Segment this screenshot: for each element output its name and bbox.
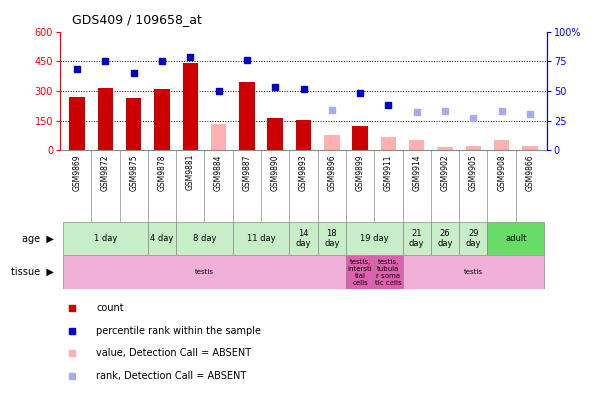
Text: GSM9869: GSM9869 — [73, 154, 82, 190]
Bar — [352, 126, 368, 150]
Bar — [176, 222, 233, 255]
Bar — [403, 255, 544, 289]
Bar — [267, 118, 283, 150]
Bar — [211, 124, 227, 150]
Text: 21
day: 21 day — [409, 229, 424, 248]
Text: GDS409 / 109658_at: GDS409 / 109658_at — [72, 13, 202, 26]
Bar — [409, 139, 424, 150]
Bar — [318, 222, 346, 255]
Bar — [183, 63, 198, 150]
Text: 14
day: 14 day — [296, 229, 311, 248]
Bar — [459, 222, 487, 255]
Text: GSM9893: GSM9893 — [299, 154, 308, 190]
Text: 11 day: 11 day — [247, 234, 275, 243]
Bar — [380, 137, 396, 150]
Bar — [126, 98, 141, 150]
Text: GSM9896: GSM9896 — [328, 154, 337, 190]
Text: testis: testis — [464, 269, 483, 275]
Bar — [346, 222, 403, 255]
Bar — [403, 222, 431, 255]
Text: 19 day: 19 day — [360, 234, 389, 243]
Text: GSM9884: GSM9884 — [214, 154, 223, 190]
Bar — [466, 145, 481, 150]
Text: GSM9914: GSM9914 — [412, 154, 421, 190]
Text: GSM9881: GSM9881 — [186, 154, 195, 190]
Bar — [63, 222, 148, 255]
Bar — [374, 255, 403, 289]
Bar — [494, 139, 510, 150]
Text: count: count — [96, 303, 124, 313]
Text: 4 day: 4 day — [150, 234, 174, 243]
Text: value, Detection Call = ABSENT: value, Detection Call = ABSENT — [96, 348, 251, 358]
Text: 1 day: 1 day — [94, 234, 117, 243]
Text: GSM9887: GSM9887 — [242, 154, 251, 190]
Bar — [148, 222, 176, 255]
Text: 18
day: 18 day — [324, 229, 340, 248]
Text: GSM9905: GSM9905 — [469, 154, 478, 191]
Text: testis: testis — [195, 269, 214, 275]
Text: tissue  ▶: tissue ▶ — [11, 267, 54, 277]
Bar — [438, 147, 453, 150]
Bar — [296, 120, 311, 150]
Text: GSM9875: GSM9875 — [129, 154, 138, 190]
Text: GSM9911: GSM9911 — [384, 154, 393, 190]
Text: 29
day: 29 day — [466, 229, 481, 248]
Text: GSM9878: GSM9878 — [157, 154, 166, 190]
Text: testis,
intersti
tial
cells: testis, intersti tial cells — [348, 259, 373, 286]
Text: adult: adult — [505, 234, 526, 243]
Text: percentile rank within the sample: percentile rank within the sample — [96, 326, 261, 336]
Text: 26
day: 26 day — [438, 229, 453, 248]
Text: testis,
tubula
r soma
tic cells: testis, tubula r soma tic cells — [375, 259, 401, 286]
Bar — [97, 88, 113, 150]
Text: GSM9908: GSM9908 — [497, 154, 506, 190]
Bar — [239, 82, 255, 150]
Text: GSM9899: GSM9899 — [356, 154, 365, 190]
Bar — [63, 255, 346, 289]
Text: GSM9890: GSM9890 — [270, 154, 279, 190]
Text: 8 day: 8 day — [193, 234, 216, 243]
Text: GSM9902: GSM9902 — [441, 154, 450, 190]
Text: GSM9866: GSM9866 — [525, 154, 534, 190]
Bar — [289, 222, 318, 255]
Text: GSM9872: GSM9872 — [101, 154, 110, 190]
Bar — [324, 135, 340, 150]
Bar — [69, 97, 85, 150]
Bar — [346, 255, 374, 289]
Text: age  ▶: age ▶ — [22, 234, 54, 244]
Text: rank, Detection Call = ABSENT: rank, Detection Call = ABSENT — [96, 371, 246, 381]
Bar — [431, 222, 459, 255]
Bar — [154, 89, 169, 150]
Bar — [487, 222, 544, 255]
Bar — [522, 145, 538, 150]
Bar — [233, 222, 289, 255]
